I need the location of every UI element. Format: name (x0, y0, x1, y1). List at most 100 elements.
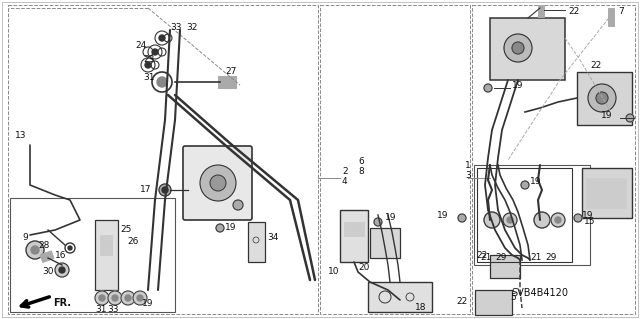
Text: FR.: FR. (53, 298, 71, 308)
Text: 1: 1 (465, 160, 471, 169)
Bar (577, 72, 632, 125)
Circle shape (162, 187, 168, 193)
Bar (477, 168, 572, 262)
Text: 32: 32 (186, 24, 197, 33)
Circle shape (68, 246, 72, 250)
Text: 20: 20 (358, 263, 369, 271)
Text: 22: 22 (476, 250, 487, 259)
Text: 30: 30 (42, 268, 54, 277)
Circle shape (121, 291, 135, 305)
Text: 19: 19 (142, 300, 154, 308)
Bar (608, 8, 614, 26)
Circle shape (137, 295, 143, 301)
Circle shape (555, 217, 561, 223)
Circle shape (551, 213, 565, 227)
Text: 27: 27 (225, 68, 236, 77)
Text: 26: 26 (127, 238, 138, 247)
Text: 25: 25 (120, 226, 131, 234)
Text: 23: 23 (143, 56, 154, 64)
Text: 31: 31 (143, 73, 154, 83)
Circle shape (512, 42, 524, 54)
Bar (475, 290, 512, 315)
Bar (368, 282, 432, 312)
Circle shape (157, 77, 167, 87)
Circle shape (504, 34, 532, 62)
Circle shape (108, 291, 122, 305)
Text: 34: 34 (267, 234, 278, 242)
Text: 10: 10 (328, 268, 339, 277)
Text: 6: 6 (358, 158, 364, 167)
Bar (340, 210, 368, 262)
Circle shape (626, 114, 634, 122)
Circle shape (458, 214, 466, 222)
Circle shape (152, 49, 158, 55)
Bar (586, 178, 626, 208)
Text: 31: 31 (95, 306, 106, 315)
Text: 7: 7 (618, 8, 624, 17)
Circle shape (125, 295, 131, 301)
Text: 9: 9 (22, 234, 28, 242)
Circle shape (374, 218, 382, 226)
Circle shape (55, 263, 69, 277)
Text: 5: 5 (510, 293, 516, 302)
Circle shape (200, 165, 236, 201)
Circle shape (31, 246, 39, 254)
Bar (248, 222, 265, 262)
Text: 33: 33 (107, 306, 118, 315)
Text: 22: 22 (590, 61, 601, 70)
Circle shape (596, 92, 608, 104)
Text: 17: 17 (140, 186, 152, 195)
Text: 19: 19 (582, 211, 593, 219)
FancyBboxPatch shape (183, 146, 252, 220)
Bar (490, 255, 520, 278)
Text: 21: 21 (480, 254, 492, 263)
Bar (538, 5, 544, 17)
Circle shape (159, 184, 171, 196)
Bar (490, 18, 565, 80)
Circle shape (484, 84, 492, 92)
Circle shape (26, 241, 44, 259)
Text: 22: 22 (568, 8, 579, 17)
Bar (472, 5, 635, 314)
Circle shape (99, 295, 105, 301)
Circle shape (216, 224, 224, 232)
Text: 18: 18 (415, 303, 426, 313)
Circle shape (574, 214, 582, 222)
Bar (320, 5, 470, 314)
Bar (8, 5, 318, 314)
Bar (95, 220, 118, 290)
Text: 16: 16 (55, 250, 67, 259)
Circle shape (503, 213, 517, 227)
Text: 33: 33 (170, 24, 182, 33)
Text: 3: 3 (465, 170, 471, 180)
Text: 22: 22 (457, 298, 468, 307)
Text: 19: 19 (225, 224, 237, 233)
Circle shape (145, 62, 151, 68)
Circle shape (233, 200, 243, 210)
Text: 19: 19 (385, 213, 397, 222)
Bar (474, 165, 590, 265)
Circle shape (534, 212, 550, 228)
Circle shape (484, 212, 500, 228)
Circle shape (588, 84, 616, 112)
Circle shape (507, 217, 513, 223)
Text: 19: 19 (512, 80, 524, 90)
Text: 13: 13 (15, 130, 26, 139)
Bar (344, 222, 364, 236)
Bar (100, 235, 112, 255)
Text: 8: 8 (358, 167, 364, 176)
Text: 15: 15 (584, 218, 596, 226)
Circle shape (159, 35, 165, 41)
Bar (40, 251, 54, 263)
Text: 2: 2 (342, 167, 348, 176)
Text: 24: 24 (135, 41, 147, 49)
Text: 29: 29 (495, 254, 506, 263)
Text: 19: 19 (530, 177, 541, 187)
Text: SVB4B4120: SVB4B4120 (511, 288, 568, 298)
Circle shape (210, 175, 226, 191)
Text: 19: 19 (436, 211, 448, 219)
Text: 4: 4 (342, 177, 348, 187)
Text: 21: 21 (530, 254, 541, 263)
Circle shape (133, 291, 147, 305)
Bar (370, 228, 400, 258)
